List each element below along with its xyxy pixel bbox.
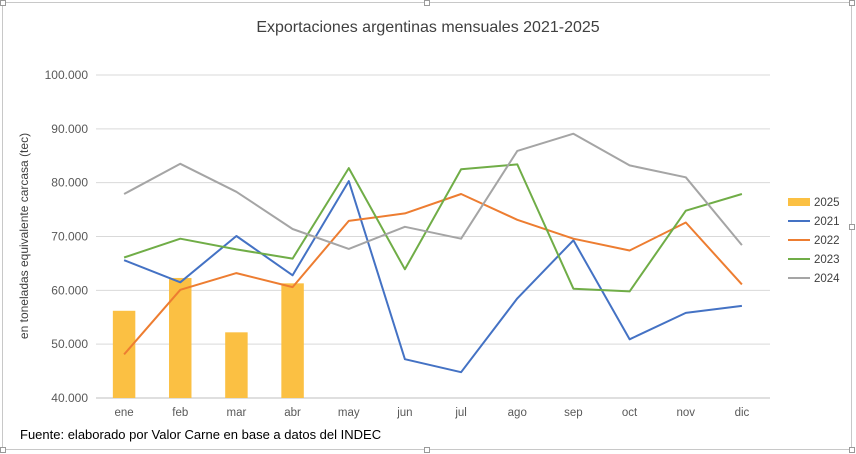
- line-2021: [123, 180, 743, 374]
- x-tick-label: mar: [227, 407, 247, 419]
- x-tick-label: ene: [114, 407, 133, 419]
- legend-label-2023: 2023: [814, 254, 840, 266]
- line-2023: [123, 163, 743, 293]
- x-tick-label: feb: [172, 407, 188, 419]
- resize-handle-bottom-center[interactable]: [424, 447, 430, 453]
- source-note: Fuente: elaborado por Valor Carne en bas…: [20, 427, 382, 442]
- legend-label-2022: 2022: [814, 235, 840, 247]
- legend-label-2025: 2025: [814, 197, 840, 209]
- y-tick-label: 80.000: [51, 176, 88, 190]
- x-axis-ticks: ene feb mar abr may jun jul ago sep oct nov dic: [114, 407, 749, 419]
- x-tick-label: abr: [284, 407, 301, 419]
- resize-handle-bottom-right[interactable]: [849, 447, 855, 453]
- x-tick-label: dic: [735, 407, 750, 419]
- gridlines: [96, 74, 770, 399]
- line-series: [123, 132, 743, 374]
- y-tick-label: 70.000: [51, 230, 88, 244]
- chart-title: Exportaciones argentinas mensuales 2021-…: [256, 19, 599, 36]
- x-tick-label: oct: [622, 407, 638, 419]
- bar-2025: [225, 332, 248, 398]
- x-tick-label: ago: [508, 407, 527, 419]
- resize-handle-top-right[interactable]: [849, 0, 855, 6]
- line-2022: [123, 193, 743, 356]
- legend-label-2021: 2021: [814, 216, 840, 228]
- x-tick-label: may: [338, 407, 360, 419]
- y-tick-label: 40.000: [51, 391, 88, 405]
- legend: 2025 2021 2022 2023 2024: [788, 197, 840, 285]
- y-tick-label: 100.000: [45, 68, 89, 82]
- bar-series: [112, 277, 304, 398]
- bar-2025: [281, 283, 304, 398]
- resize-handle-top-left[interactable]: [0, 0, 6, 6]
- x-tick-label: sep: [564, 407, 583, 419]
- x-tick-label: nov: [676, 407, 695, 419]
- x-tick-label: jun: [396, 407, 412, 419]
- legend-label-2024: 2024: [814, 273, 840, 285]
- resize-handle-middle-right[interactable]: [849, 224, 855, 230]
- bar-2025: [169, 277, 192, 398]
- legend-swatch-2025: [788, 198, 810, 206]
- y-axis-ticks: 40.000 50.000 60.000 70.000 80.000 90.000 100.…: [45, 68, 89, 405]
- resize-handle-bottom-left[interactable]: [0, 447, 6, 453]
- x-tick-label: jul: [454, 407, 467, 419]
- bar-2025: [112, 310, 136, 398]
- resize-handle-top-center[interactable]: [424, 0, 430, 6]
- line-2024: [123, 132, 743, 250]
- y-tick-label: 50.000: [51, 337, 88, 351]
- y-axis-title: en toneladas equivalente carcasa (tec): [17, 133, 31, 339]
- y-tick-label: 60.000: [51, 283, 88, 297]
- y-tick-label: 90.000: [51, 122, 88, 136]
